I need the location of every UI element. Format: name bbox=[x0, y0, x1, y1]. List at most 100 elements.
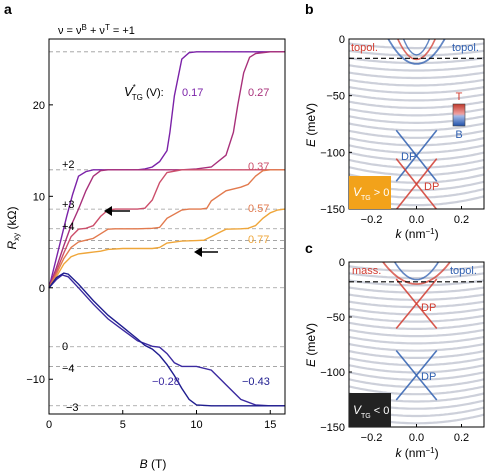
band-line bbox=[349, 328, 484, 338]
band-line bbox=[349, 71, 484, 80]
series-line bbox=[48, 51, 285, 289]
y-tick-label: −10 bbox=[26, 374, 45, 386]
x-tick-label: 0.0 bbox=[409, 214, 424, 226]
panel-b-ticks: −0.2 0.0 0.2 −150 −100 −50 0 bbox=[320, 34, 469, 226]
x-tick-label: 15 bbox=[264, 419, 276, 431]
y-tick-label: 10 bbox=[33, 191, 45, 203]
band-line bbox=[349, 385, 484, 396]
inset-c-label: VTG < 0 bbox=[353, 403, 389, 420]
band-line bbox=[349, 314, 484, 323]
y-tick-label: 0 bbox=[39, 283, 45, 295]
x-tick-label: 10 bbox=[190, 419, 202, 431]
series-label-0.37: 0.37 bbox=[248, 161, 269, 173]
band-line bbox=[349, 293, 484, 301]
hall-curves bbox=[48, 51, 286, 407]
band-line bbox=[349, 129, 484, 139]
plateau-label-plus3: +3 bbox=[62, 199, 75, 211]
series-line bbox=[48, 274, 285, 407]
y-tick-label: −50 bbox=[326, 312, 345, 324]
b-topol-left: topol. bbox=[351, 42, 378, 54]
y-tick-label: −50 bbox=[326, 91, 345, 103]
band-line bbox=[349, 357, 484, 367]
surface-band bbox=[396, 39, 437, 61]
inset-b-label: VTG > 0 bbox=[353, 185, 389, 202]
surface-band bbox=[381, 262, 452, 285]
dirac-cone bbox=[395, 129, 438, 182]
c-dp-blue: DP bbox=[421, 371, 436, 383]
y-axis-label-c: E (meV) bbox=[304, 323, 318, 367]
band-line bbox=[349, 93, 484, 102]
x-tick-label: −0.2 bbox=[361, 432, 383, 444]
dirac-cone bbox=[395, 278, 438, 330]
y-tick-label: −150 bbox=[320, 204, 345, 216]
panel-a-letter: a bbox=[4, 1, 12, 17]
panel-a-frame bbox=[48, 38, 286, 415]
y-tick-label: −150 bbox=[320, 422, 345, 434]
series-label-neg0.43: −0.43 bbox=[242, 376, 270, 388]
y-tick-label: 20 bbox=[33, 100, 45, 112]
band-line bbox=[349, 78, 484, 87]
band-line bbox=[349, 321, 484, 330]
series-line bbox=[48, 272, 285, 407]
dirac-cone bbox=[395, 350, 438, 401]
legend-title: V* TG (V): bbox=[124, 83, 164, 102]
band-line bbox=[349, 137, 484, 147]
band-line bbox=[349, 122, 484, 132]
inset-c-background bbox=[349, 393, 391, 427]
band-line bbox=[349, 364, 484, 374]
surface-band bbox=[393, 262, 440, 281]
filling-factor-label: ν = νB + νT = +1 bbox=[58, 23, 135, 37]
arrow-left-icon bbox=[194, 247, 218, 257]
y-tick-label: 0 bbox=[339, 34, 345, 46]
c-dp-red: DP bbox=[421, 302, 436, 314]
band-line bbox=[349, 158, 484, 169]
series-label-0.17: 0.17 bbox=[182, 87, 203, 99]
series-label-0.57: 0.57 bbox=[248, 203, 269, 215]
y-axis-label-a: Rxy (kΩ) bbox=[5, 207, 21, 250]
panel-a: 0 5 10 15 −10 0 10 20 bbox=[26, 38, 286, 431]
series-line bbox=[48, 208, 286, 289]
c-mass-label: mass. bbox=[352, 265, 381, 277]
colorbar-bottom-label: B bbox=[455, 129, 462, 141]
x-axis-label-b: k (nm−1) bbox=[395, 227, 438, 241]
y-tick-label: −100 bbox=[320, 367, 345, 379]
x-tick-label: 0 bbox=[46, 419, 52, 431]
band-line bbox=[349, 166, 484, 177]
x-tick-label: 0.2 bbox=[454, 432, 469, 444]
band-line bbox=[349, 144, 484, 154]
dirac-cone bbox=[395, 158, 438, 209]
plateau-label-minus2: −3 bbox=[66, 402, 79, 414]
plateau-label-minus3: −4 bbox=[62, 363, 75, 375]
band-line bbox=[349, 272, 484, 280]
band-line bbox=[349, 265, 484, 272]
band-line bbox=[349, 342, 484, 352]
band-line bbox=[349, 335, 484, 345]
x-tick-label: −0.2 bbox=[361, 214, 383, 226]
band-line bbox=[349, 350, 484, 359]
inset-b-background bbox=[349, 176, 391, 209]
plateau-label-plus4: +4 bbox=[62, 221, 75, 233]
x-tick-label: 0.2 bbox=[454, 214, 469, 226]
band-line bbox=[349, 371, 484, 381]
c-topol-label: topol. bbox=[450, 265, 477, 277]
panel-a-ticks: 0 5 10 15 −10 0 10 20 bbox=[26, 100, 276, 431]
b-dp-red: DP bbox=[424, 181, 439, 193]
colorbar bbox=[452, 103, 466, 127]
y-axis-label-b: E (meV) bbox=[304, 103, 318, 147]
x-axis-label-c: k (nm−1) bbox=[395, 446, 438, 460]
series-line bbox=[48, 169, 285, 289]
panel-b-letter: b bbox=[305, 1, 314, 17]
band-line bbox=[349, 64, 484, 72]
y-tick-label: 0 bbox=[339, 257, 345, 269]
surface-band bbox=[402, 39, 431, 56]
band-line bbox=[349, 42, 484, 50]
b-topol-right: topol. bbox=[452, 42, 479, 54]
x-tick-label: 0.0 bbox=[409, 432, 424, 444]
series-label-0.77: 0.77 bbox=[248, 234, 269, 246]
b-dp-blue: DP bbox=[401, 151, 416, 163]
surface-band bbox=[387, 39, 446, 65]
plateau-label-minus4: 0 bbox=[62, 341, 68, 353]
panel-c-ticks: −0.2 0.0 0.2 −150 −100 −50 0 bbox=[320, 257, 469, 444]
band-line bbox=[349, 279, 484, 287]
